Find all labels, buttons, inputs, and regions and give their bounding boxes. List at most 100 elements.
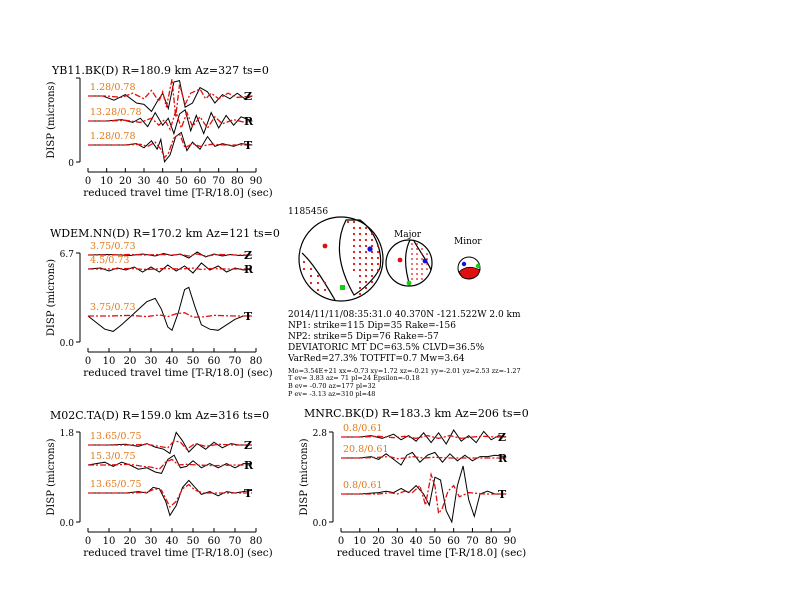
compression-dot [416,248,418,250]
compression-dot [364,268,368,272]
x-tick-label: 60 [208,536,221,547]
panel-title: MNRC.BK(D) R=183.3 km Az=206 ts=0 [304,407,529,420]
x-tick-label: 10 [353,536,366,547]
compression-dot [376,250,380,254]
major-p-dot [406,280,412,286]
compression-dot [376,244,380,248]
b-eigenvector: B ev= -0.70 az=177 pl=32 [288,382,376,390]
y-bottom-label: 0.0 [60,339,75,349]
x-tick-label: 50 [175,176,188,187]
component-label: R [244,459,254,472]
compression-dot [421,278,423,280]
compression-dot [316,288,320,292]
compression-dot [364,262,368,266]
compression-dot [352,226,356,230]
beachball-major [385,239,433,287]
x-axis-label: reduced travel time [T-R/18.0] (sec) [83,547,273,559]
compression-dot [323,281,327,285]
x-tick-label: 50 [429,536,442,547]
x-tick-label: 40 [156,176,169,187]
x-tick-label: 60 [194,176,207,187]
compression-dot [426,263,428,265]
deviatoric-mt: DEVIATORIC MT DC=63.5% CLVD=36.5% [288,343,485,353]
x-tick-label: 20 [124,356,137,367]
y-axis-label: DISP (microns) [46,438,57,515]
x-tick-label: 40 [166,536,179,547]
compression-dot [426,268,428,270]
compression-dot [370,262,374,266]
compression-dot [352,256,356,260]
compression-dot [346,220,350,224]
x-tick-label: 0 [85,176,91,187]
y-axis-label: DISP (microns) [46,81,57,158]
event-id: 1185456 [288,207,328,217]
compression-dot [370,232,374,236]
component-label: T [244,487,253,500]
x-tick-label: 0 [85,356,91,367]
observed-trace [341,465,507,524]
x-tick-label: 50 [187,536,200,547]
variance-reduction: VarRed=27.3% TOTFIT=0.7 Mw=3.64 [287,354,465,364]
x-tick-label: 30 [391,536,404,547]
compression-dot [416,263,418,265]
beachball-main [298,216,384,302]
minor-label: Minor [454,237,482,247]
compression-dot [421,253,423,255]
compression-dot [364,250,368,254]
x-tick-label: 70 [229,536,242,547]
component-label: T [244,139,253,152]
synthetic-trace [88,440,252,451]
trace-annotation: 1.28/0.78 [90,131,136,142]
compression-dot [370,244,374,248]
compression-dot [370,280,374,284]
x-tick-label: 40 [410,536,423,547]
x-tick-label: 20 [119,176,132,187]
compression-dot [416,273,418,275]
compression-dot [358,268,362,272]
x-tick-label: 20 [124,536,137,547]
x-tick-label: 70 [212,176,225,187]
compression-dot [302,267,306,271]
component-label: R [498,452,508,465]
compression-dot [370,274,374,278]
compression-dot [364,226,368,230]
compression-dot [358,274,362,278]
x-tick-label: 80 [231,176,244,187]
b-axis-dot [367,246,373,252]
compression-dot [411,278,413,280]
compression-dot [411,273,413,275]
compression-dot [364,280,368,284]
panel-title: WDEM.NN(D) R=170.2 km Az=121 ts=0 [50,227,280,240]
x-tick-label: 90 [504,536,517,547]
compression-dot [358,256,362,260]
trace-annotation: 0.8/0.61 [343,423,382,434]
component-label: R [244,263,254,276]
synthetic-trace [88,458,252,470]
trace-annotation: 13.28/0.78 [90,107,142,118]
observed-trace [88,108,253,136]
compression-dot [364,232,368,236]
compression-dot [376,262,380,266]
compression-dot [302,260,306,264]
component-label: T [244,310,253,323]
waveform-panels: YB11.BK(D) R=180.9 km Az=327 ts=0 0 DISP (… [46,64,529,559]
trace-annotation: 13.65/0.75 [90,479,142,490]
y-axis-label: DISP (microns) [299,438,310,515]
compression-dot [316,281,320,285]
synthetic-trace [341,471,507,516]
observed-trace [88,479,252,517]
x-axis-label: reduced travel time [T-R/18.0] (sec) [83,367,273,379]
compression-dot [352,262,356,266]
compression-dot [411,263,413,265]
x-tick-label: 10 [100,176,113,187]
compression-dot [323,288,327,292]
trace-annotation: 3.75/0.73 [90,241,136,252]
x-axis-label: reduced travel time [T-R/18.0] (sec) [337,547,527,559]
y-top-label: 1.8 [60,429,75,439]
x-tick-label: 50 [187,356,200,367]
compression-dot [411,258,413,260]
x-tick-label: 30 [138,176,151,187]
x-tick-label: 80 [485,536,498,547]
nodal-plane-1: NP1: strike=115 Dip=35 Rake=-156 [288,321,456,331]
compression-dot [426,253,428,255]
